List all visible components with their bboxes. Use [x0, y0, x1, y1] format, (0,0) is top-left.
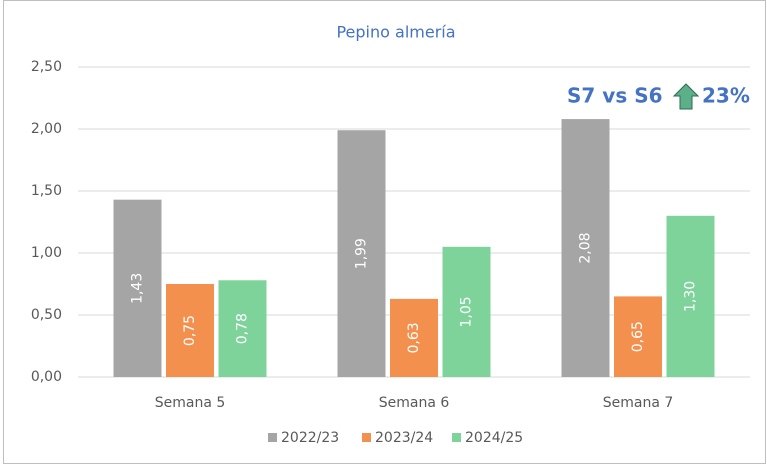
x-tick-label: Semana 5	[155, 395, 226, 411]
y-tick-label: 2,50	[31, 59, 62, 75]
arrow-icon	[672, 83, 700, 110]
legend-label: 2022/23	[281, 430, 339, 446]
annotation: 23%	[702, 84, 750, 108]
y-tick-label: 0,50	[31, 307, 62, 323]
data-label: 1,43	[130, 273, 146, 304]
bar	[218, 280, 267, 377]
bar	[614, 296, 662, 377]
bar	[666, 215, 715, 377]
legend-label: 2023/24	[375, 430, 433, 446]
annotation: S7 vs S6	[567, 84, 663, 108]
bar	[113, 199, 162, 377]
data-label: 2,08	[578, 232, 594, 263]
data-label: 1,05	[459, 296, 475, 327]
bar	[166, 284, 214, 377]
x-tick-label: Semana 6	[379, 395, 450, 411]
data-label: 0,65	[630, 321, 646, 352]
bar	[561, 119, 610, 377]
legend-swatch	[268, 433, 277, 442]
legend-swatch	[362, 433, 371, 442]
y-tick-label: 0,00	[31, 369, 62, 385]
y-tick-label: 2,00	[31, 121, 62, 137]
y-tick-label: 1,00	[31, 245, 62, 261]
data-label: 0,75	[182, 315, 198, 346]
x-tick-label: Semana 7	[603, 395, 674, 411]
data-label: 0,63	[406, 322, 422, 353]
bar	[390, 298, 438, 377]
legend-swatch	[452, 433, 461, 442]
chart-title: Pepino almería	[336, 23, 455, 42]
y-tick-label: 1,50	[31, 183, 62, 199]
data-label: 1,30	[683, 281, 699, 312]
legend-label: 2024/25	[465, 430, 523, 446]
bar	[337, 130, 386, 377]
data-label: 0,78	[235, 313, 251, 344]
bar	[442, 246, 491, 377]
data-label: 1,99	[354, 238, 370, 269]
